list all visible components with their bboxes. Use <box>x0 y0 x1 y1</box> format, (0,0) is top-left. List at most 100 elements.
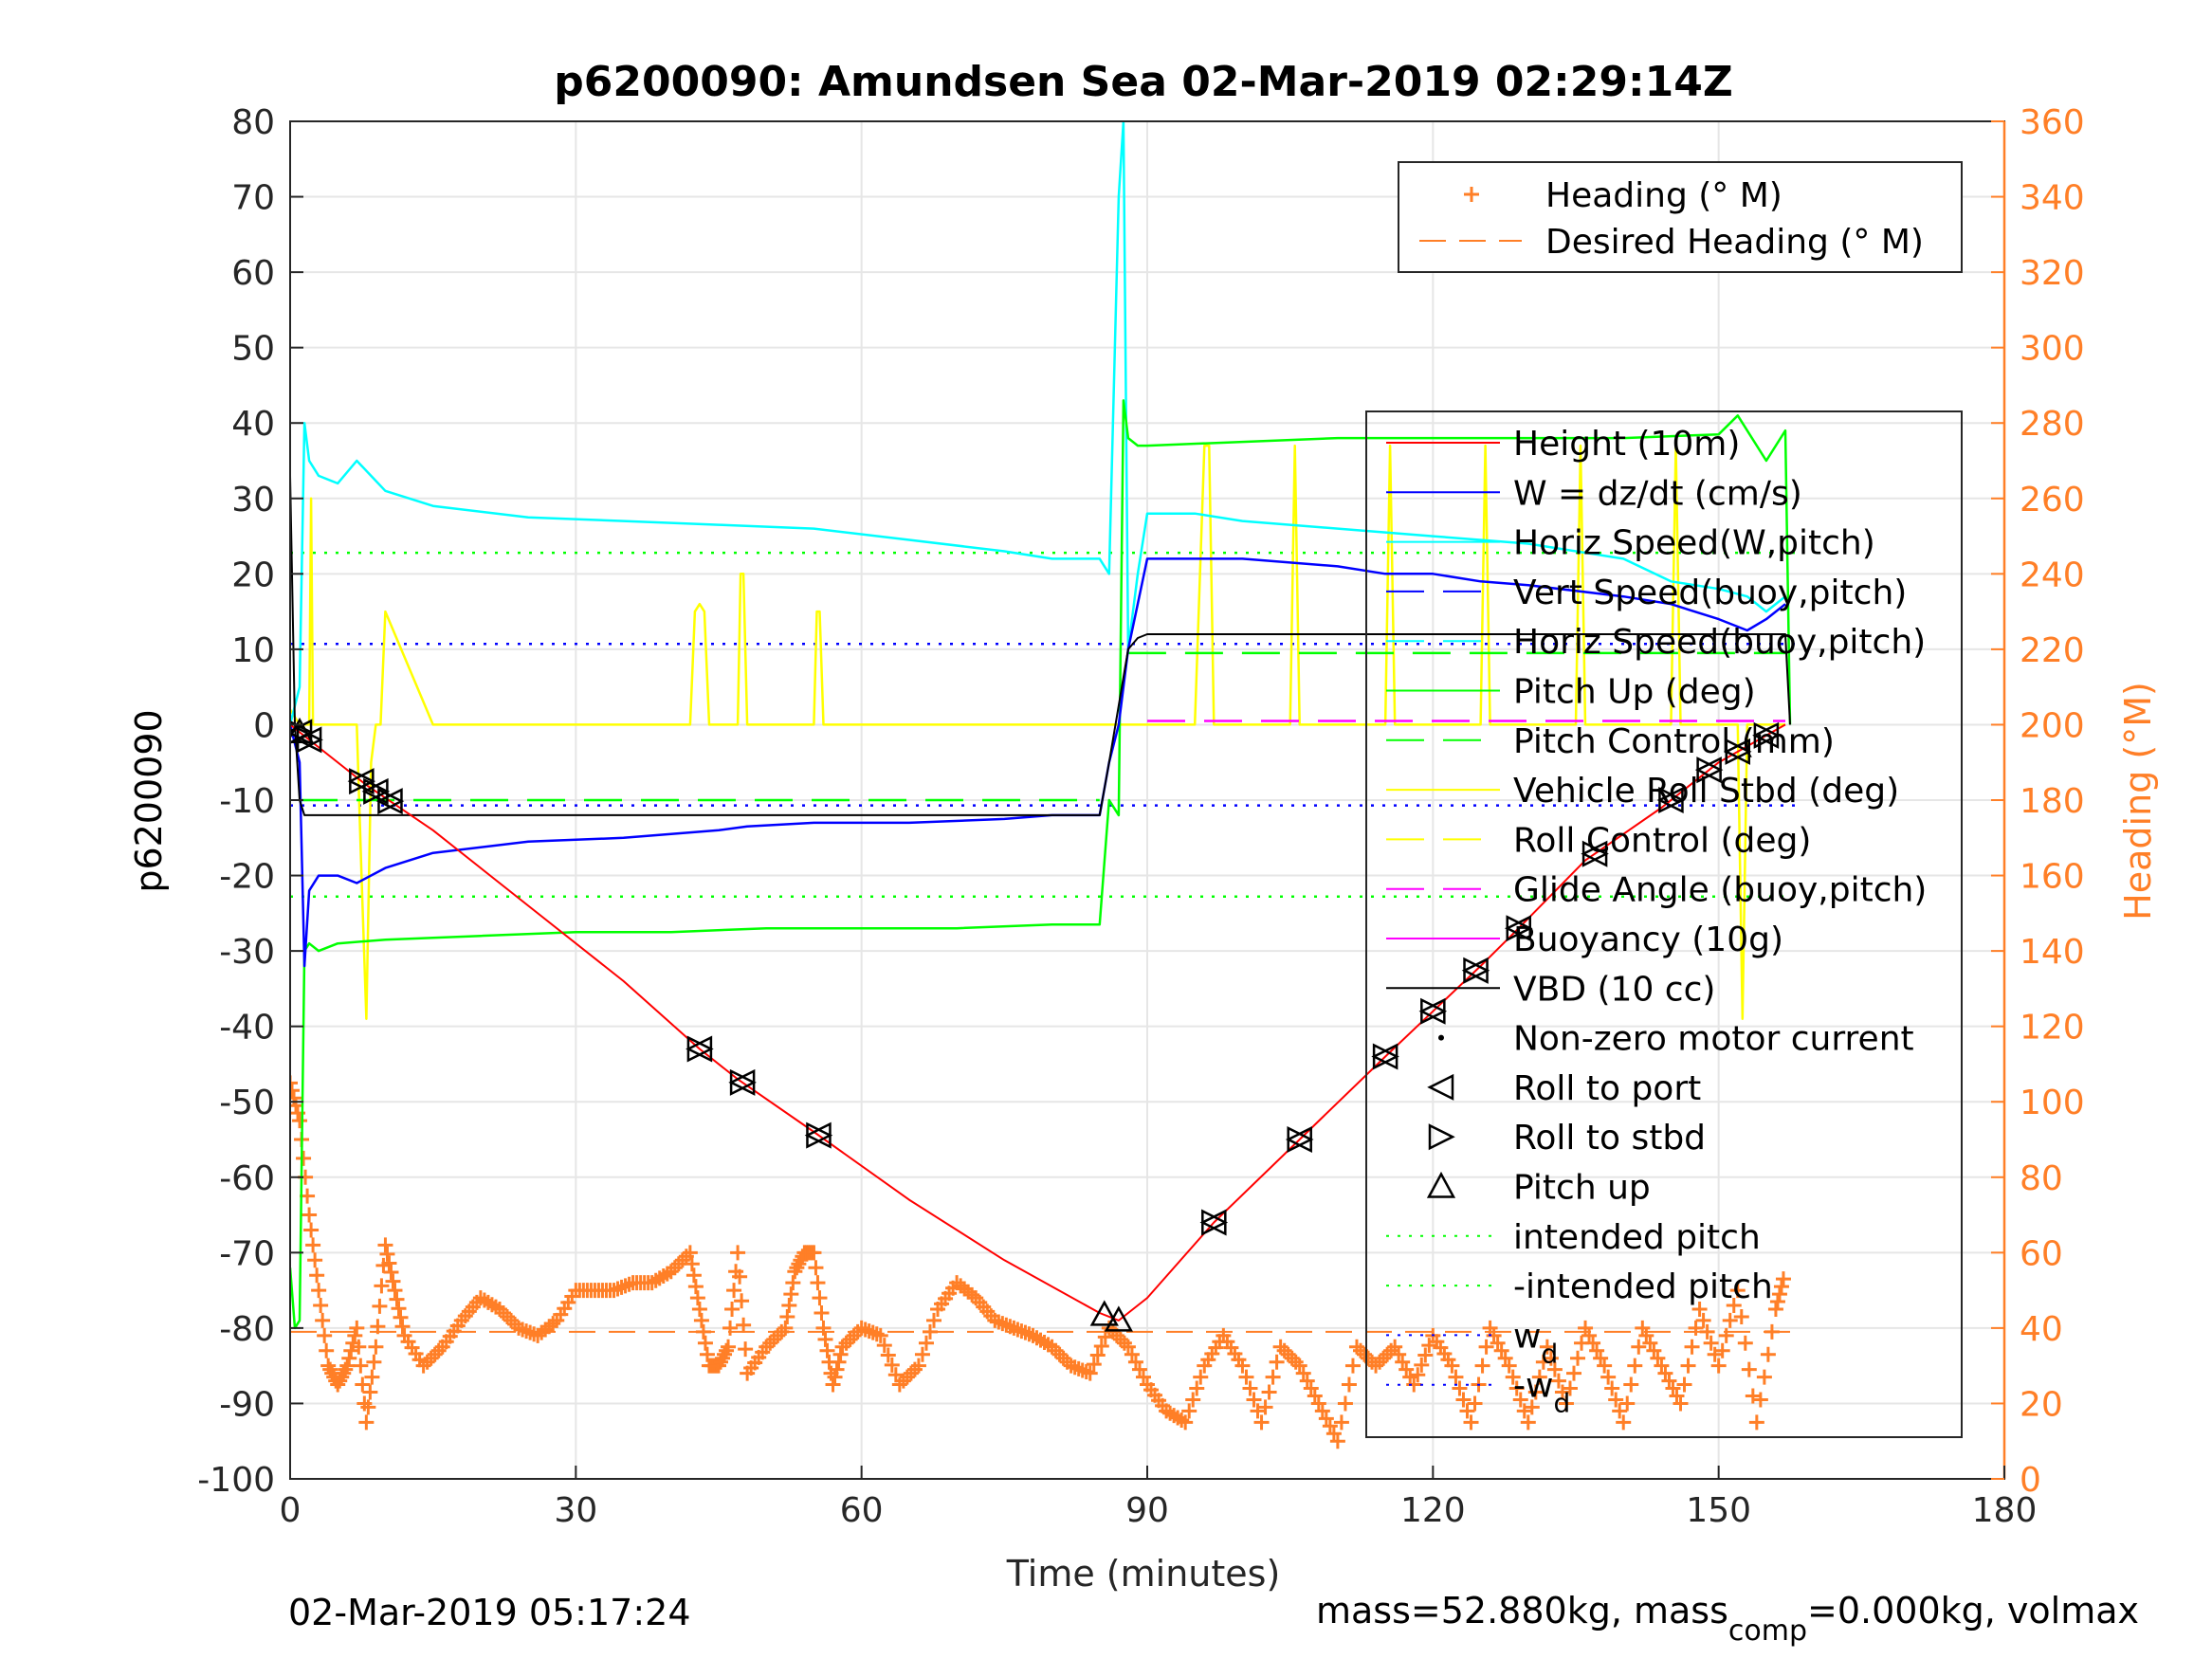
roll-to-stbd-marker <box>1753 721 1781 749</box>
horiz-speed-series <box>290 121 1786 725</box>
legend-main-entry: Roll Control (deg) <box>1513 821 1811 860</box>
heading-point <box>1554 1384 1570 1400</box>
y-tick-label-left: 70 <box>231 179 275 218</box>
heading-point <box>1269 1354 1285 1370</box>
heading-point <box>1189 1380 1205 1396</box>
legend-entry-subscript: d <box>1541 1338 1558 1369</box>
heading-point <box>1417 1347 1434 1363</box>
heading-point <box>360 1399 376 1415</box>
heading-point <box>364 1369 380 1385</box>
heading-point <box>1478 1339 1494 1355</box>
y-tick-label-right: 160 <box>2020 858 2085 897</box>
heading-point <box>385 1273 401 1289</box>
heading-point <box>926 1312 942 1328</box>
heading-point <box>1421 1338 1437 1354</box>
y-tick-label-right: 240 <box>2020 556 2085 594</box>
heading-point <box>699 1346 715 1362</box>
heading-point <box>819 1342 835 1358</box>
heading-point <box>1406 1376 1422 1393</box>
legend-heading-box <box>1398 161 1963 273</box>
x-tick-label: 0 <box>280 1491 302 1530</box>
heading-point <box>1627 1358 1643 1374</box>
heading-point <box>355 1376 371 1393</box>
pitch-up-series <box>290 399 1792 1330</box>
heading-point <box>1769 1294 1785 1310</box>
y-tick-label-left: 20 <box>231 556 275 594</box>
heading-point <box>372 1298 388 1314</box>
heading-point <box>724 1302 740 1317</box>
heading-point <box>1570 1350 1586 1366</box>
heading-point <box>812 1290 828 1306</box>
legend-heading-symbol <box>1464 187 1479 202</box>
y-tick-label-left: 60 <box>231 254 275 293</box>
legend-main-entry: VBD (10 cc) <box>1513 970 1715 1009</box>
legend-main-entry: W = dz/dt (cm/s) <box>1513 474 1802 513</box>
heading-point <box>1604 1380 1620 1396</box>
legend-main-entry: Buoyancy (10g) <box>1513 921 1783 959</box>
legend-main-entry: Vert Speed(buoy,pitch) <box>1513 574 1907 612</box>
legend-motor-current-dot <box>1438 1034 1444 1041</box>
heading-point <box>358 1414 375 1431</box>
heading-point <box>317 1327 333 1343</box>
vbd-series <box>290 475 1791 816</box>
heading-point <box>1691 1302 1708 1317</box>
heading-point <box>1410 1367 1426 1383</box>
heading-point <box>806 1245 822 1261</box>
heading-point <box>1710 1358 1727 1374</box>
legend-main-entry: Horiz Speed(buoy,pitch) <box>1513 623 1926 662</box>
heading-point <box>1680 1358 1696 1374</box>
heading-point <box>914 1346 930 1362</box>
heading-point <box>738 1341 754 1358</box>
heading-point <box>290 1075 298 1091</box>
heading-point <box>351 1339 367 1355</box>
heading-point <box>1329 1433 1345 1449</box>
y-tick-label-right: 180 <box>2020 782 2085 821</box>
roll-to-stbd-marker <box>1696 757 1724 784</box>
legend-main-entry: Glide Angle (buoy,pitch) <box>1513 871 1927 910</box>
heading-point <box>1181 1403 1197 1419</box>
heading-point <box>1234 1358 1251 1374</box>
x-tick-label: 180 <box>1972 1491 2038 1530</box>
heading-point <box>1676 1376 1692 1393</box>
roll-to-stbd-marker <box>296 726 323 754</box>
pitch-up-marker <box>1104 1305 1133 1332</box>
footer-mass-prefix: mass=52.880kg, mass <box>1316 1590 1728 1632</box>
heading-point <box>732 1268 748 1285</box>
heading-point <box>686 1267 702 1284</box>
y-tick-label-left: 10 <box>231 631 275 670</box>
roll-to-stbd-marker <box>1463 957 1490 984</box>
legend-entry-subscript: d <box>1553 1388 1570 1419</box>
legend-pitch-up-symbol <box>1426 1171 1456 1198</box>
heading-point <box>918 1335 934 1351</box>
y-tick-label-right: 40 <box>2020 1310 2063 1349</box>
heading-point <box>394 1319 411 1335</box>
heading-point <box>311 1283 327 1299</box>
heading-point <box>1448 1369 1464 1385</box>
heading-point <box>785 1275 801 1291</box>
heading-point <box>1543 1350 1559 1366</box>
heading-point <box>353 1358 369 1374</box>
heading-point <box>814 1304 830 1321</box>
y-tick-label-right: 100 <box>2020 1084 2085 1122</box>
heading-point <box>825 1376 841 1393</box>
heading-point <box>347 1327 363 1343</box>
heading-point <box>1722 1312 1738 1328</box>
heading-point <box>1631 1339 1647 1355</box>
heading-point <box>292 1113 308 1129</box>
legend-heading: Heading (° M) Desired Heading (° M) <box>1398 161 1963 273</box>
y-tick-label-right: 340 <box>2020 179 2085 218</box>
legend-main-entry: Height (10m) <box>1513 425 1740 464</box>
heading-point <box>1608 1392 1624 1408</box>
heading-point <box>1467 1395 1483 1412</box>
y-tick-label-right: 0 <box>2020 1461 2041 1500</box>
heading-point <box>1600 1369 1617 1385</box>
x-tick-label: 150 <box>1686 1491 1751 1530</box>
y-tick-label-right: 140 <box>2020 933 2085 972</box>
pitch-up-marker <box>1089 1300 1119 1326</box>
heading-point <box>391 1301 407 1317</box>
heading-point <box>1508 1380 1525 1396</box>
heading-point <box>1718 1327 1734 1343</box>
heading-point <box>831 1354 847 1370</box>
